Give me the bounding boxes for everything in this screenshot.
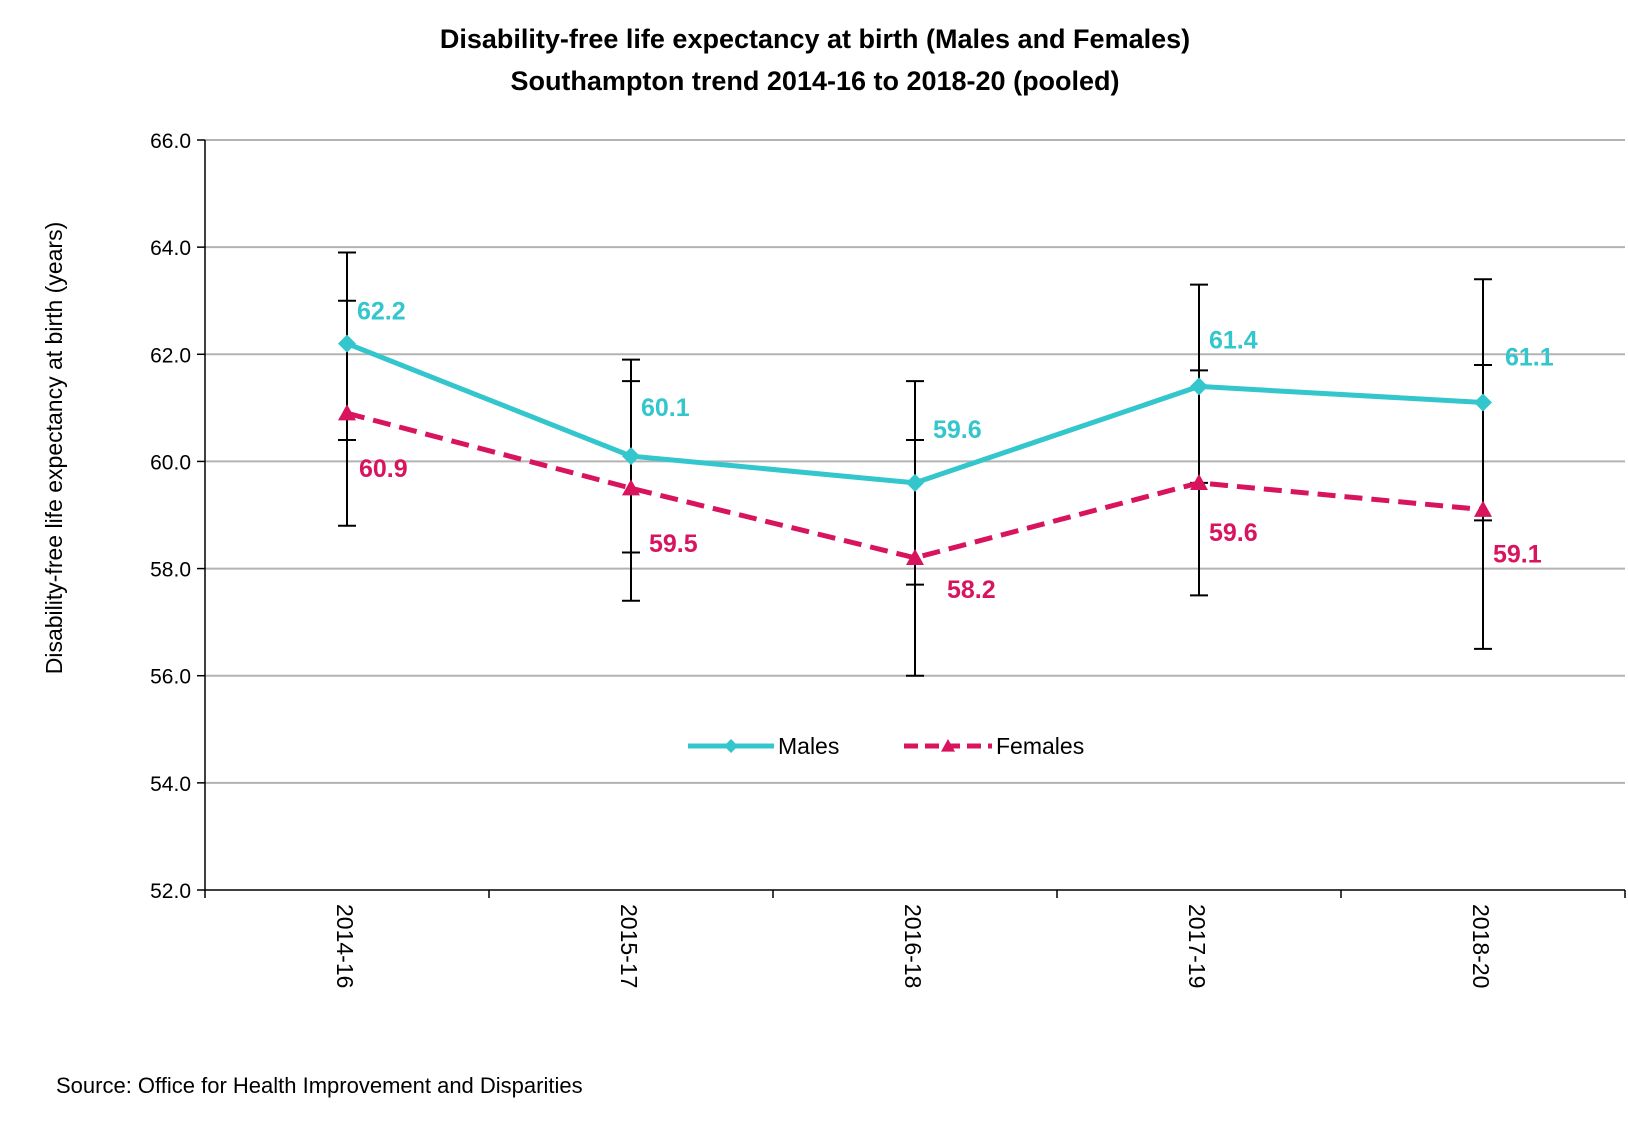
females-data-label: 58.2 [947, 576, 996, 604]
males-marker [338, 334, 356, 353]
legend: Males Females [688, 733, 1084, 759]
legend-marker-males [724, 739, 738, 753]
females-data-label: 60.9 [359, 455, 408, 483]
chart-subtitle: Southampton trend 2014-16 to 2018-20 (po… [510, 66, 1119, 96]
data-labels: 62.2 60.1 59.6 61.4 61.1 60.9 59.5 58.2 59.6 59.1 [357, 298, 1554, 604]
females-marker [338, 404, 356, 421]
females-marker [1190, 473, 1208, 491]
males-data-label: 61.1 [1505, 344, 1554, 372]
males-data-label: 61.4 [1209, 326, 1258, 354]
males-marker [1474, 393, 1492, 412]
x-tick-label: 2014-16 [332, 904, 358, 988]
y-tick-labels: 52.0 54.0 56.0 58.0 60.0 62.0 64.0 66.0 [150, 130, 191, 903]
chart-title: Disability-free life expectancy at birth… [440, 24, 1190, 54]
y-axis-title: Disability-free life expectancy at birth… [41, 222, 67, 675]
y-tick-label: 60.0 [150, 451, 191, 474]
females-marker [622, 479, 640, 496]
females-marker [906, 548, 924, 566]
legend-label-males: Males [778, 733, 839, 759]
y-tick-label: 54.0 [150, 773, 191, 796]
legend-label-females: Females [996, 733, 1084, 759]
error-bars [338, 251, 1492, 677]
males-data-label: 60.1 [641, 394, 690, 422]
y-tick-label: 58.0 [150, 559, 191, 582]
males-marker [1190, 377, 1208, 396]
y-tick-label: 66.0 [150, 130, 191, 153]
males-marker [622, 447, 640, 466]
y-tick-label: 64.0 [150, 237, 191, 260]
series-line-females [346, 410, 1484, 561]
females-data-label: 59.1 [1493, 541, 1542, 569]
females-data-label: 59.6 [1209, 519, 1258, 547]
x-tick-label: 2016-18 [900, 904, 926, 988]
series-markers [338, 334, 1492, 566]
females-data-label: 59.5 [649, 530, 698, 558]
y-tick-label: 52.0 [150, 880, 191, 903]
males-data-label: 62.2 [357, 298, 406, 326]
males-data-label: 59.6 [933, 416, 982, 444]
y-tick-label: 62.0 [150, 344, 191, 367]
males-marker [906, 473, 924, 492]
x-tick-labels: 2014-16 2015-17 2016-18 2017-19 2018-20 [332, 904, 1494, 988]
legend-marker-females [941, 739, 955, 752]
y-tick-label: 56.0 [150, 666, 191, 689]
axes [197, 139, 1626, 898]
x-tick-label: 2017-19 [1184, 904, 1210, 988]
females-marker [1474, 500, 1492, 517]
source-note: Source: Office for Health Improvement an… [56, 1073, 583, 1098]
x-tick-label: 2015-17 [616, 904, 642, 988]
x-tick-label: 2018-20 [1468, 904, 1494, 988]
